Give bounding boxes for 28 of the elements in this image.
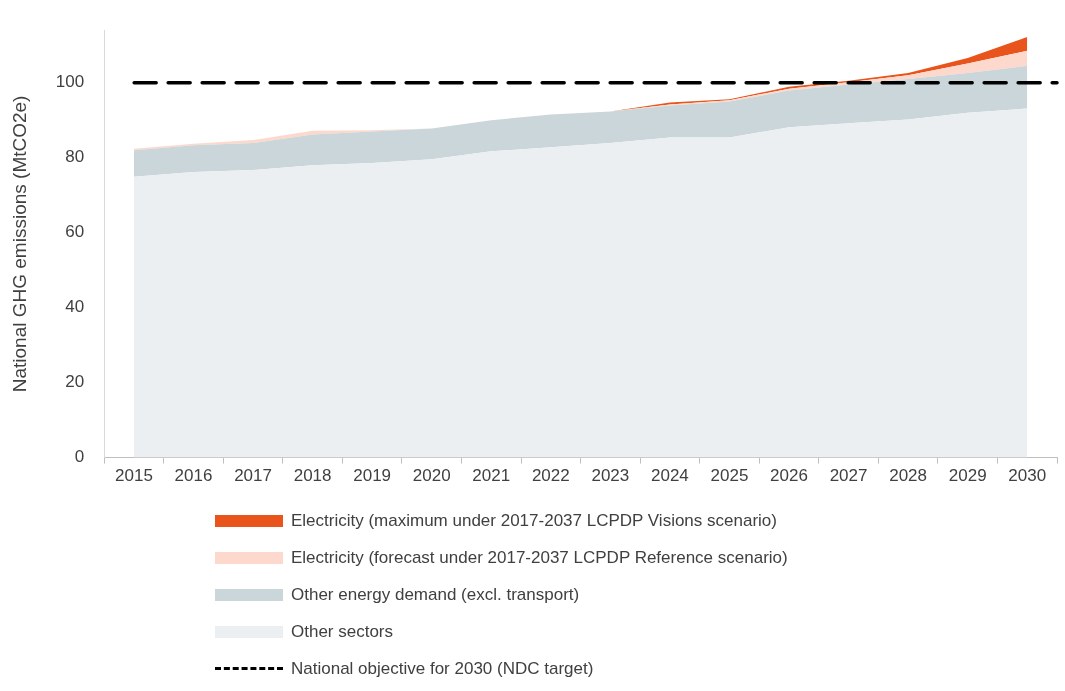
legend-label: Electricity (forecast under 2017-2037 LCPDP Reference scenario) <box>291 547 788 568</box>
x-tick-label: 2016 <box>174 466 213 486</box>
legend-label: Other sectors <box>291 621 394 642</box>
x-tick-label: 2028 <box>889 466 928 486</box>
legend-label: National objective for 2030 (NDC target) <box>291 658 594 679</box>
x-tick-label: 2025 <box>710 466 749 486</box>
x-tick-label: 2020 <box>412 466 451 486</box>
legend-label: Other energy demand (excl. transport) <box>291 584 580 605</box>
y-tick-label: 40 <box>65 297 85 317</box>
y-tick-label: 0 <box>74 447 85 467</box>
x-tick-label: 2022 <box>531 466 570 486</box>
x-tick-label: 2027 <box>829 466 868 486</box>
x-tick-label: 2019 <box>353 466 392 486</box>
x-tick-label: 2026 <box>770 466 808 486</box>
x-tick-label: 2018 <box>293 466 332 486</box>
x-tick-label: 2024 <box>651 466 689 486</box>
x-tick-label: 2021 <box>472 466 511 486</box>
y-tick-label: 100 <box>55 72 85 92</box>
legend-label: Electricity (maximum under 2017-2037 LCPDP Visions scenario) <box>291 510 777 531</box>
y-tick-label: 20 <box>65 372 85 392</box>
x-tick-label: 2017 <box>234 466 272 486</box>
y-tick-label: 80 <box>65 147 85 167</box>
x-tick-label: 2030 <box>1008 466 1047 486</box>
x-tick-label: 2023 <box>591 466 630 486</box>
y-axis-title: National GHG emissions (MtCO2e) <box>8 95 30 393</box>
y-tick-label: 60 <box>65 222 85 242</box>
x-tick-label: 2015 <box>115 466 153 486</box>
x-tick-label: 2029 <box>948 466 987 486</box>
